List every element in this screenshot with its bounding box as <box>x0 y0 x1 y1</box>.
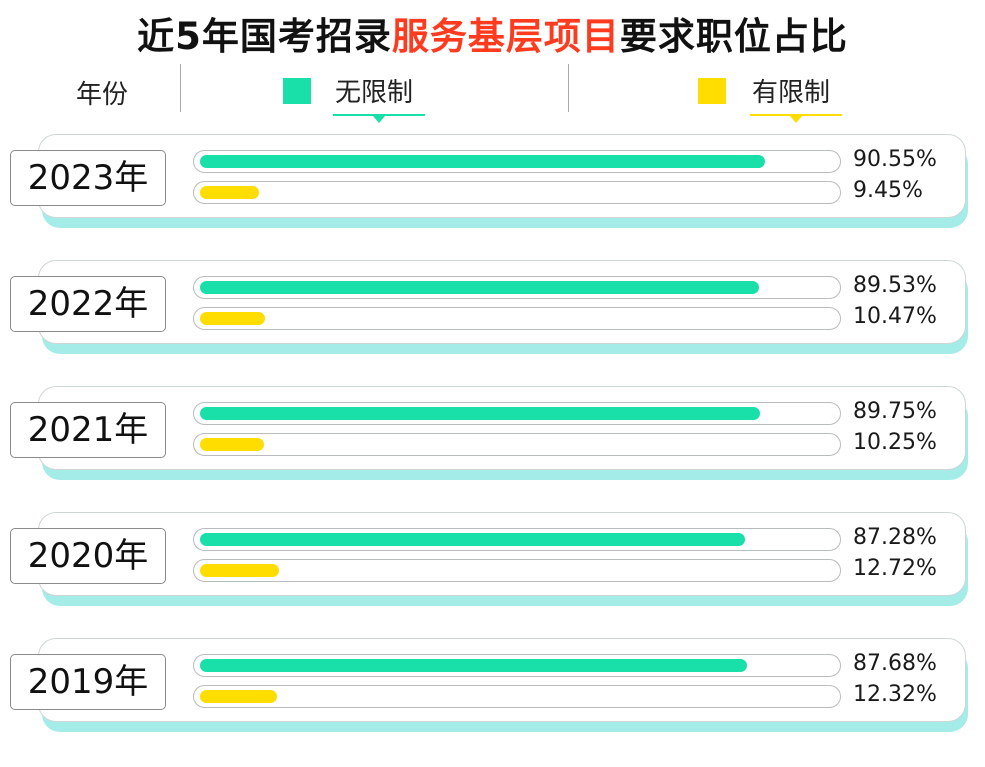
value-label-restricted: 12.72% <box>853 556 937 581</box>
chart-row: 2022年 89.53% 10.47% <box>0 260 985 360</box>
year-label: 2022年 <box>10 276 166 332</box>
bar-unrestricted <box>200 659 748 672</box>
legend-divider <box>180 64 181 112</box>
bar-track-restricted <box>193 181 841 204</box>
chart-title: 近5年国考招录服务基层项目要求职位占比 <box>0 6 985 60</box>
bar-track-restricted <box>193 685 841 708</box>
legend-caret-unrestricted <box>373 116 385 123</box>
legend-label-unrestricted: 无限制 <box>335 78 414 108</box>
year-label: 2021年 <box>10 402 166 458</box>
bar-restricted <box>200 438 264 451</box>
value-label-unrestricted: 87.68% <box>853 651 937 676</box>
value-label-restricted: 10.47% <box>853 304 937 329</box>
legend-swatch-unrestricted <box>283 78 311 104</box>
row-card <box>38 260 966 344</box>
year-label: 2020年 <box>10 528 166 584</box>
bar-track-unrestricted <box>193 654 841 677</box>
chart-row: 2021年 89.75% 10.25% <box>0 386 985 486</box>
bar-track-restricted <box>193 307 841 330</box>
year-label: 2019年 <box>10 654 166 710</box>
legend-caret-restricted <box>790 116 802 123</box>
bar-restricted <box>200 690 277 703</box>
value-label-restricted: 12.32% <box>853 682 937 707</box>
value-label-unrestricted: 89.75% <box>853 399 937 424</box>
value-label-unrestricted: 87.28% <box>853 525 937 550</box>
row-card <box>38 386 966 470</box>
bar-track-unrestricted <box>193 402 841 425</box>
bar-track-unrestricted <box>193 150 841 173</box>
bar-track-restricted <box>193 433 841 456</box>
value-label-restricted: 9.45% <box>853 178 923 203</box>
chart-row: 2019年 87.68% 12.32% <box>0 638 985 738</box>
bar-track-unrestricted <box>193 276 841 299</box>
chart-row: 2023年 90.55% 9.45% <box>0 134 985 234</box>
year-label: 2023年 <box>10 150 166 206</box>
bar-track-unrestricted <box>193 528 841 551</box>
bar-unrestricted <box>200 155 766 168</box>
title-highlight: 服务基层项目 <box>391 15 620 58</box>
bar-restricted <box>200 186 259 199</box>
bar-unrestricted <box>200 407 761 420</box>
bar-track-restricted <box>193 559 841 582</box>
row-card <box>38 512 966 596</box>
legend: 年份 无限制 有限制 <box>0 62 985 123</box>
value-label-unrestricted: 90.55% <box>853 147 937 172</box>
year-column-header: 年份 <box>76 80 129 110</box>
legend-divider <box>568 64 569 112</box>
chart-row: 2020年 87.28% 12.72% <box>0 512 985 612</box>
value-label-restricted: 10.25% <box>853 430 937 455</box>
legend-underline-restricted <box>750 114 842 116</box>
row-card <box>38 638 966 722</box>
legend-underline-unrestricted <box>333 114 425 116</box>
title-suffix: 要求职位占比 <box>619 15 848 58</box>
legend-swatch-restricted <box>698 78 726 104</box>
bar-unrestricted <box>200 533 745 546</box>
bar-restricted <box>200 564 280 577</box>
bar-restricted <box>200 312 266 325</box>
bar-unrestricted <box>200 281 759 294</box>
row-card <box>38 134 966 218</box>
title-prefix: 近5年国考招录 <box>137 15 392 58</box>
legend-label-restricted: 有限制 <box>752 78 831 108</box>
value-label-unrestricted: 89.53% <box>853 273 937 298</box>
